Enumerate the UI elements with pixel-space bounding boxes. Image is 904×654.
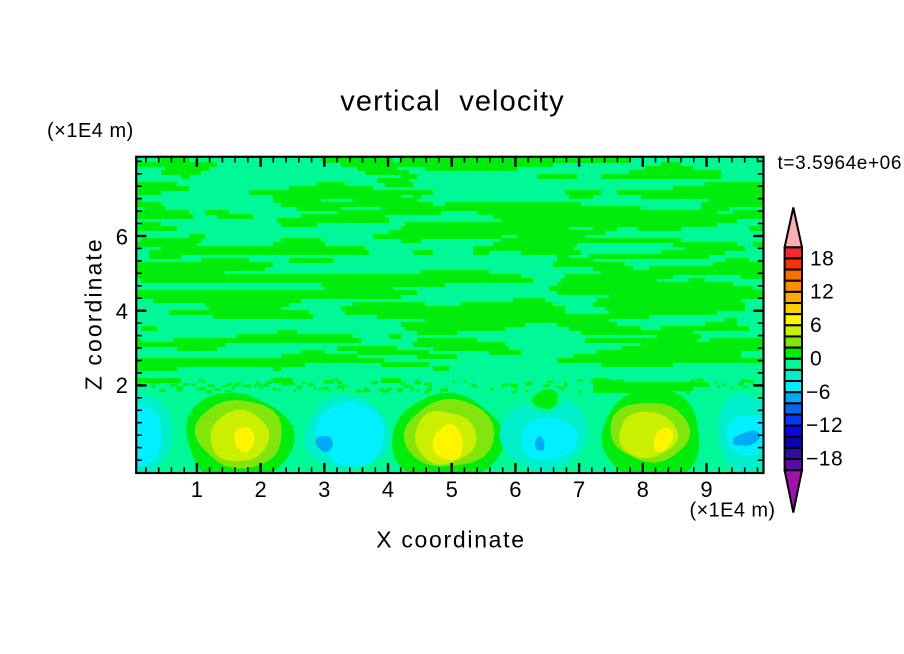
svg-text:18: 18: [810, 248, 834, 271]
svg-text:7: 7: [573, 477, 585, 502]
svg-text:9: 9: [700, 477, 712, 502]
svg-text:3: 3: [318, 477, 330, 502]
svg-text:6: 6: [810, 314, 822, 337]
svg-text:0: 0: [810, 347, 822, 370]
svg-text:8: 8: [637, 477, 649, 502]
svg-text:−6: −6: [806, 381, 831, 404]
svg-text:vertical velocity: vertical velocity: [340, 86, 564, 118]
svg-text:−12: −12: [806, 414, 843, 437]
svg-text:5: 5: [446, 477, 458, 502]
svg-text:(×1E4 m): (×1E4 m): [689, 500, 775, 522]
svg-text:Z coordinate: Z coordinate: [81, 237, 107, 390]
svg-text:−18: −18: [806, 448, 843, 471]
svg-text:6: 6: [116, 224, 128, 249]
svg-text:(×1E4 m): (×1E4 m): [47, 120, 134, 142]
svg-text:4: 4: [116, 299, 128, 324]
svg-text:12: 12: [810, 281, 834, 304]
svg-text:6: 6: [509, 477, 521, 502]
svg-text:2: 2: [254, 477, 266, 502]
svg-text:1: 1: [191, 477, 203, 502]
svg-text:X coordinate: X coordinate: [376, 527, 526, 553]
svg-text:4: 4: [382, 477, 394, 502]
svg-text:t=3.5964e+06: t=3.5964e+06: [778, 153, 902, 174]
svg-text:2: 2: [116, 373, 128, 398]
